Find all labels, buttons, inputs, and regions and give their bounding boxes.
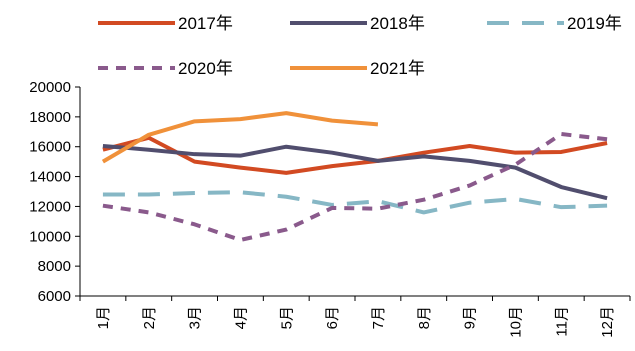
- series-line-2020年: [102, 132, 608, 243]
- axes: 6000 8000 10000 12000 14000 16000 18000 20000 1月…: [29, 79, 631, 338]
- series-lines: [101, 111, 608, 243]
- legend-label: 2019年: [567, 14, 622, 33]
- y-tick-label: 18000: [29, 109, 71, 126]
- y-tick-label: 10000: [29, 228, 71, 245]
- legend-label: 2018年: [370, 14, 425, 33]
- x-tick-label: 7月: [370, 306, 387, 329]
- x-tick-label: 8月: [416, 306, 433, 329]
- x-tick-label: 2月: [141, 306, 158, 329]
- x-tick-label: 3月: [187, 306, 204, 329]
- legend-label: 2021年: [370, 59, 425, 78]
- x-tick-label: 10月: [507, 306, 524, 338]
- y-tick-label: 16000: [29, 139, 71, 156]
- x-tick-label: 11月: [553, 306, 570, 337]
- series-line-2019年: [102, 190, 608, 215]
- y-tick-label: 12000: [29, 198, 71, 215]
- y-tick-label: 6000: [38, 288, 71, 305]
- x-tick-label: 12月: [599, 306, 616, 338]
- y-tick-label: 8000: [38, 258, 71, 275]
- legend: 2017年 2018年 2019年 2020年 2021年: [98, 14, 622, 78]
- y-tick-label: 20000: [29, 79, 71, 96]
- x-tick-label: 1月: [95, 306, 112, 329]
- x-tick-label: 6月: [324, 306, 341, 329]
- series-line-2018年: [102, 143, 608, 201]
- x-tick-label: 5月: [278, 306, 295, 329]
- y-tick-label: 14000: [29, 169, 71, 186]
- x-tick-label: 9月: [462, 306, 479, 329]
- legend-label: 2020年: [178, 59, 233, 78]
- series-line-2017年: [102, 135, 608, 175]
- x-tick-label: 4月: [232, 306, 249, 329]
- legend-label: 2017年: [178, 14, 233, 33]
- series-line-2021年: [101, 111, 379, 164]
